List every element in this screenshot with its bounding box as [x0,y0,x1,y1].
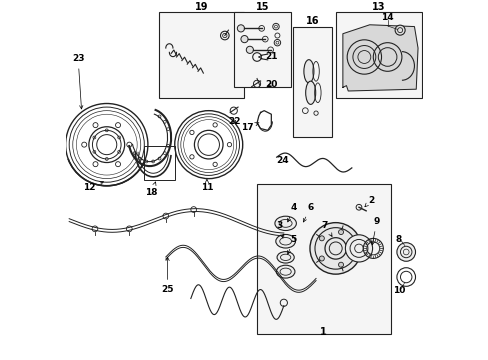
Text: 11: 11 [200,179,213,192]
Bar [158,12,244,98]
Text: 19: 19 [194,2,208,12]
Polygon shape [342,25,417,91]
Circle shape [345,235,372,262]
Text: 18: 18 [145,182,158,197]
Text: 21: 21 [258,53,277,62]
Circle shape [338,230,343,235]
Text: 24: 24 [275,156,288,165]
Ellipse shape [305,81,315,104]
Text: 6: 6 [303,203,313,222]
Text: 23: 23 [72,54,84,109]
Text: 20: 20 [265,80,277,89]
Circle shape [237,25,244,32]
Text: 2: 2 [364,195,374,207]
Text: 14: 14 [381,13,393,22]
Circle shape [319,256,324,261]
Text: 15: 15 [255,2,268,12]
Circle shape [241,36,247,43]
Circle shape [319,236,324,241]
Circle shape [396,243,415,261]
Text: 9: 9 [370,217,379,245]
Text: 16: 16 [305,16,319,26]
Circle shape [350,246,355,251]
Text: 10: 10 [392,286,405,295]
Text: 22: 22 [228,117,241,126]
Circle shape [338,262,343,267]
Bar [292,27,331,138]
Text: 17: 17 [241,123,259,132]
Text: 1: 1 [319,328,326,337]
Ellipse shape [303,60,313,83]
Circle shape [309,222,361,274]
Circle shape [394,25,405,35]
Text: 8: 8 [395,235,401,244]
Text: 7: 7 [321,221,331,237]
Text: 12: 12 [82,181,103,192]
Bar [335,12,421,98]
Ellipse shape [274,216,296,230]
Text: 4: 4 [287,203,296,222]
Circle shape [246,46,253,53]
Ellipse shape [276,265,294,278]
Bar [257,184,390,334]
Text: 25: 25 [161,257,173,294]
Text: 3: 3 [276,221,283,238]
Text: 13: 13 [371,2,385,12]
Text: 5: 5 [287,235,296,254]
Bar [233,12,290,87]
Bar [144,147,174,180]
Ellipse shape [275,234,295,248]
Ellipse shape [277,252,294,263]
